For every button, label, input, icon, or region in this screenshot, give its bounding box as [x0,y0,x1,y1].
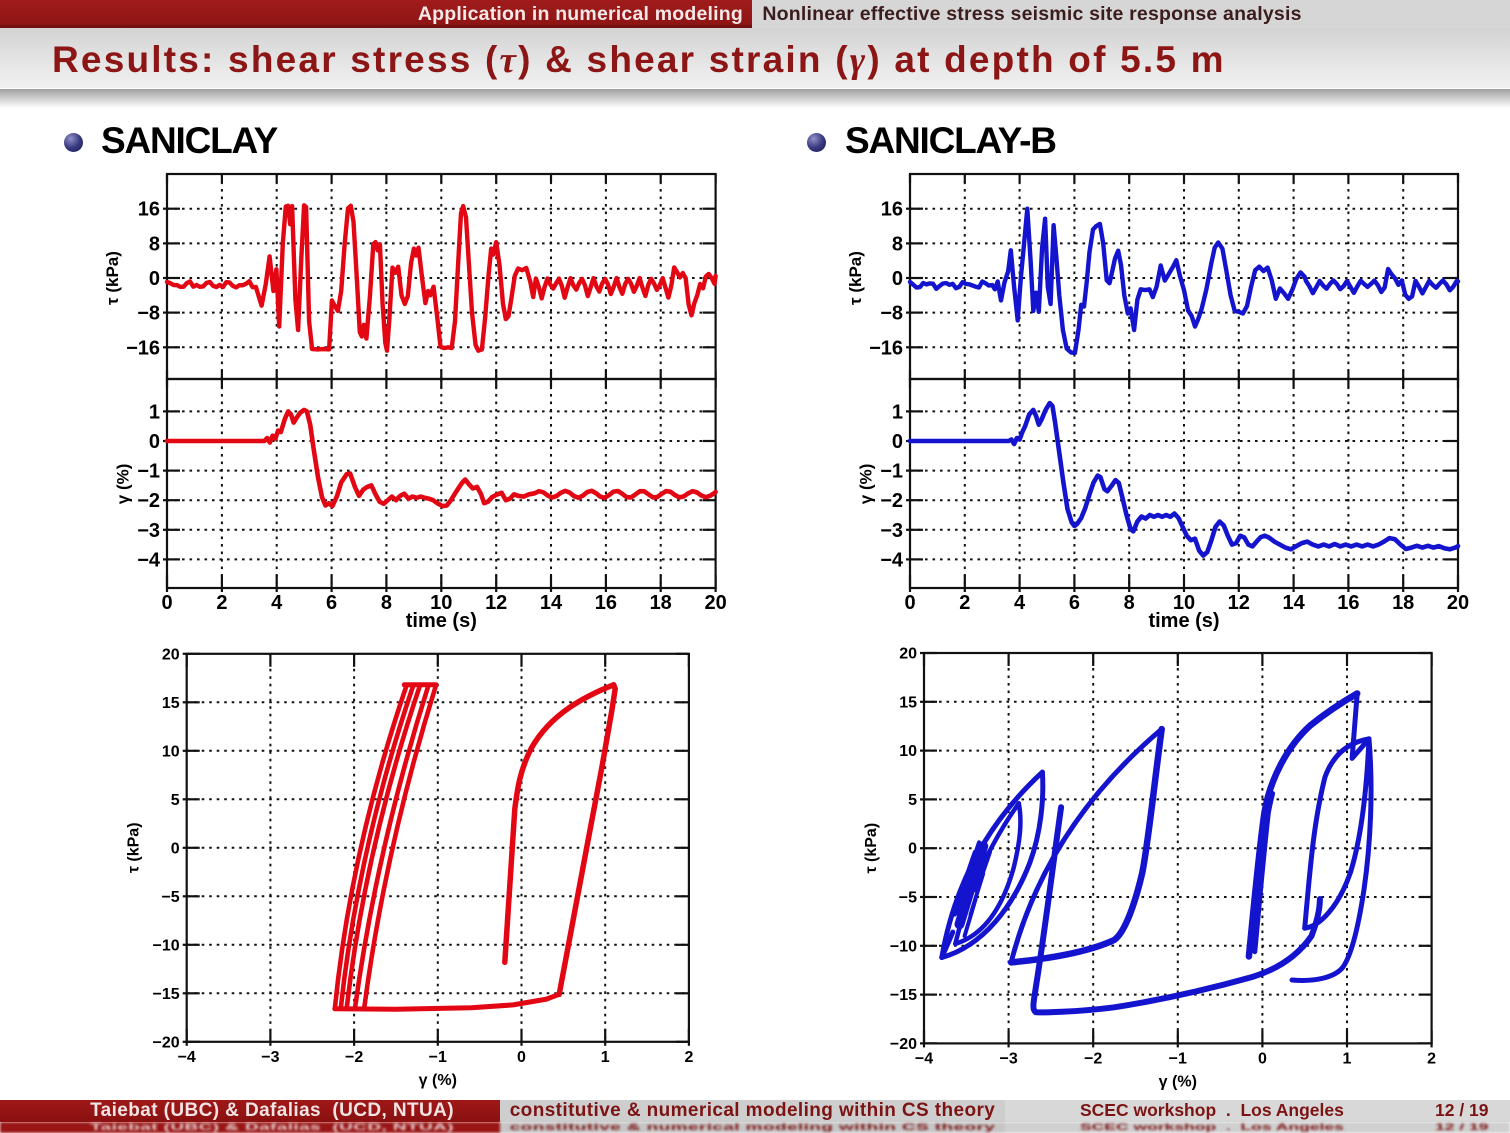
svg-text:−8: −8 [137,303,160,325]
svg-text:−2: −2 [345,1049,363,1066]
svg-text:15: 15 [162,695,180,712]
svg-text:0: 0 [892,268,903,290]
svg-text:0: 0 [149,268,160,290]
svg-text:−15: −15 [890,987,917,1004]
svg-text:−4: −4 [178,1049,196,1066]
svg-text:16: 16 [881,199,903,221]
svg-text:−16: −16 [126,337,160,359]
svg-text:15: 15 [899,694,917,711]
svg-text:γ (%): γ (%) [857,464,876,505]
svg-text:time (s): time (s) [406,610,477,632]
svg-text:0: 0 [171,840,180,857]
svg-text:2: 2 [959,592,970,614]
svg-text:10: 10 [430,592,452,614]
svg-text:18: 18 [650,592,672,614]
svg-text:12: 12 [1228,592,1250,614]
svg-text:8: 8 [381,592,392,614]
svg-text:14: 14 [540,592,563,614]
svg-text:−20: −20 [153,1034,180,1051]
svg-text:−15: −15 [153,986,180,1003]
svg-text:5: 5 [171,792,180,809]
svg-text:14: 14 [1282,592,1305,614]
svg-text:−3: −3 [999,1050,1017,1067]
svg-text:−2: −2 [1084,1050,1102,1067]
svg-text:time (s): time (s) [1148,610,1219,632]
svg-text:2: 2 [684,1049,693,1066]
svg-text:−20: −20 [890,1036,917,1053]
svg-text:0: 0 [517,1049,526,1066]
svg-text:−4: −4 [137,549,161,571]
svg-text:4: 4 [1014,592,1026,614]
svg-text:10: 10 [1173,592,1195,614]
svg-text:τ (kPa): τ (kPa) [846,251,865,305]
svg-text:6: 6 [1069,592,1080,614]
svg-text:−1: −1 [429,1049,447,1066]
svg-text:−2: −2 [880,490,903,512]
svg-text:8: 8 [1124,592,1135,614]
svg-text:0: 0 [149,431,160,453]
svg-text:12: 12 [485,592,507,614]
svg-text:τ (kPa): τ (kPa) [863,823,880,874]
svg-text:−3: −3 [261,1049,279,1066]
svg-text:γ (%): γ (%) [1159,1073,1197,1090]
svg-text:1: 1 [892,401,903,423]
svg-text:−1: −1 [1169,1050,1187,1067]
svg-text:−16: −16 [869,337,903,359]
svg-text:10: 10 [899,743,917,760]
svg-text:16: 16 [1337,592,1359,614]
svg-text:16: 16 [138,199,160,221]
svg-text:−2: −2 [137,490,160,512]
svg-text:20: 20 [162,646,180,663]
svg-text:8: 8 [892,233,903,255]
svg-text:1: 1 [1343,1050,1352,1067]
svg-text:0: 0 [1258,1050,1267,1067]
svg-text:γ (%): γ (%) [114,464,133,505]
svg-text:0: 0 [161,592,172,614]
svg-text:5: 5 [908,792,917,809]
svg-text:τ (kPa): τ (kPa) [126,822,143,873]
svg-text:18: 18 [1392,592,1414,614]
svg-text:0: 0 [904,592,915,614]
svg-text:−5: −5 [161,889,179,906]
svg-text:−8: −8 [880,303,903,325]
svg-text:−10: −10 [153,937,180,954]
svg-text:6: 6 [326,592,337,614]
svg-text:0: 0 [892,431,903,453]
svg-text:20: 20 [1447,592,1469,614]
svg-text:−10: −10 [890,938,917,955]
svg-text:20: 20 [704,592,726,614]
svg-text:0: 0 [908,841,917,858]
svg-text:−4: −4 [880,549,904,571]
svg-text:−5: −5 [899,890,917,907]
svg-text:γ (%): γ (%) [419,1072,457,1089]
svg-text:16: 16 [595,592,617,614]
svg-text:−4: −4 [915,1050,933,1067]
svg-text:2: 2 [216,592,227,614]
svg-text:8: 8 [149,233,160,255]
svg-text:4: 4 [271,592,283,614]
svg-text:1: 1 [601,1049,610,1066]
svg-text:τ (kPa): τ (kPa) [103,251,122,305]
svg-text:2: 2 [1427,1050,1436,1067]
svg-text:−1: −1 [137,461,160,483]
svg-text:20: 20 [899,646,917,663]
svg-text:−3: −3 [880,520,903,542]
svg-text:1: 1 [149,401,160,423]
svg-text:10: 10 [162,743,180,760]
svg-text:−3: −3 [137,520,160,542]
svg-text:−1: −1 [880,461,903,483]
